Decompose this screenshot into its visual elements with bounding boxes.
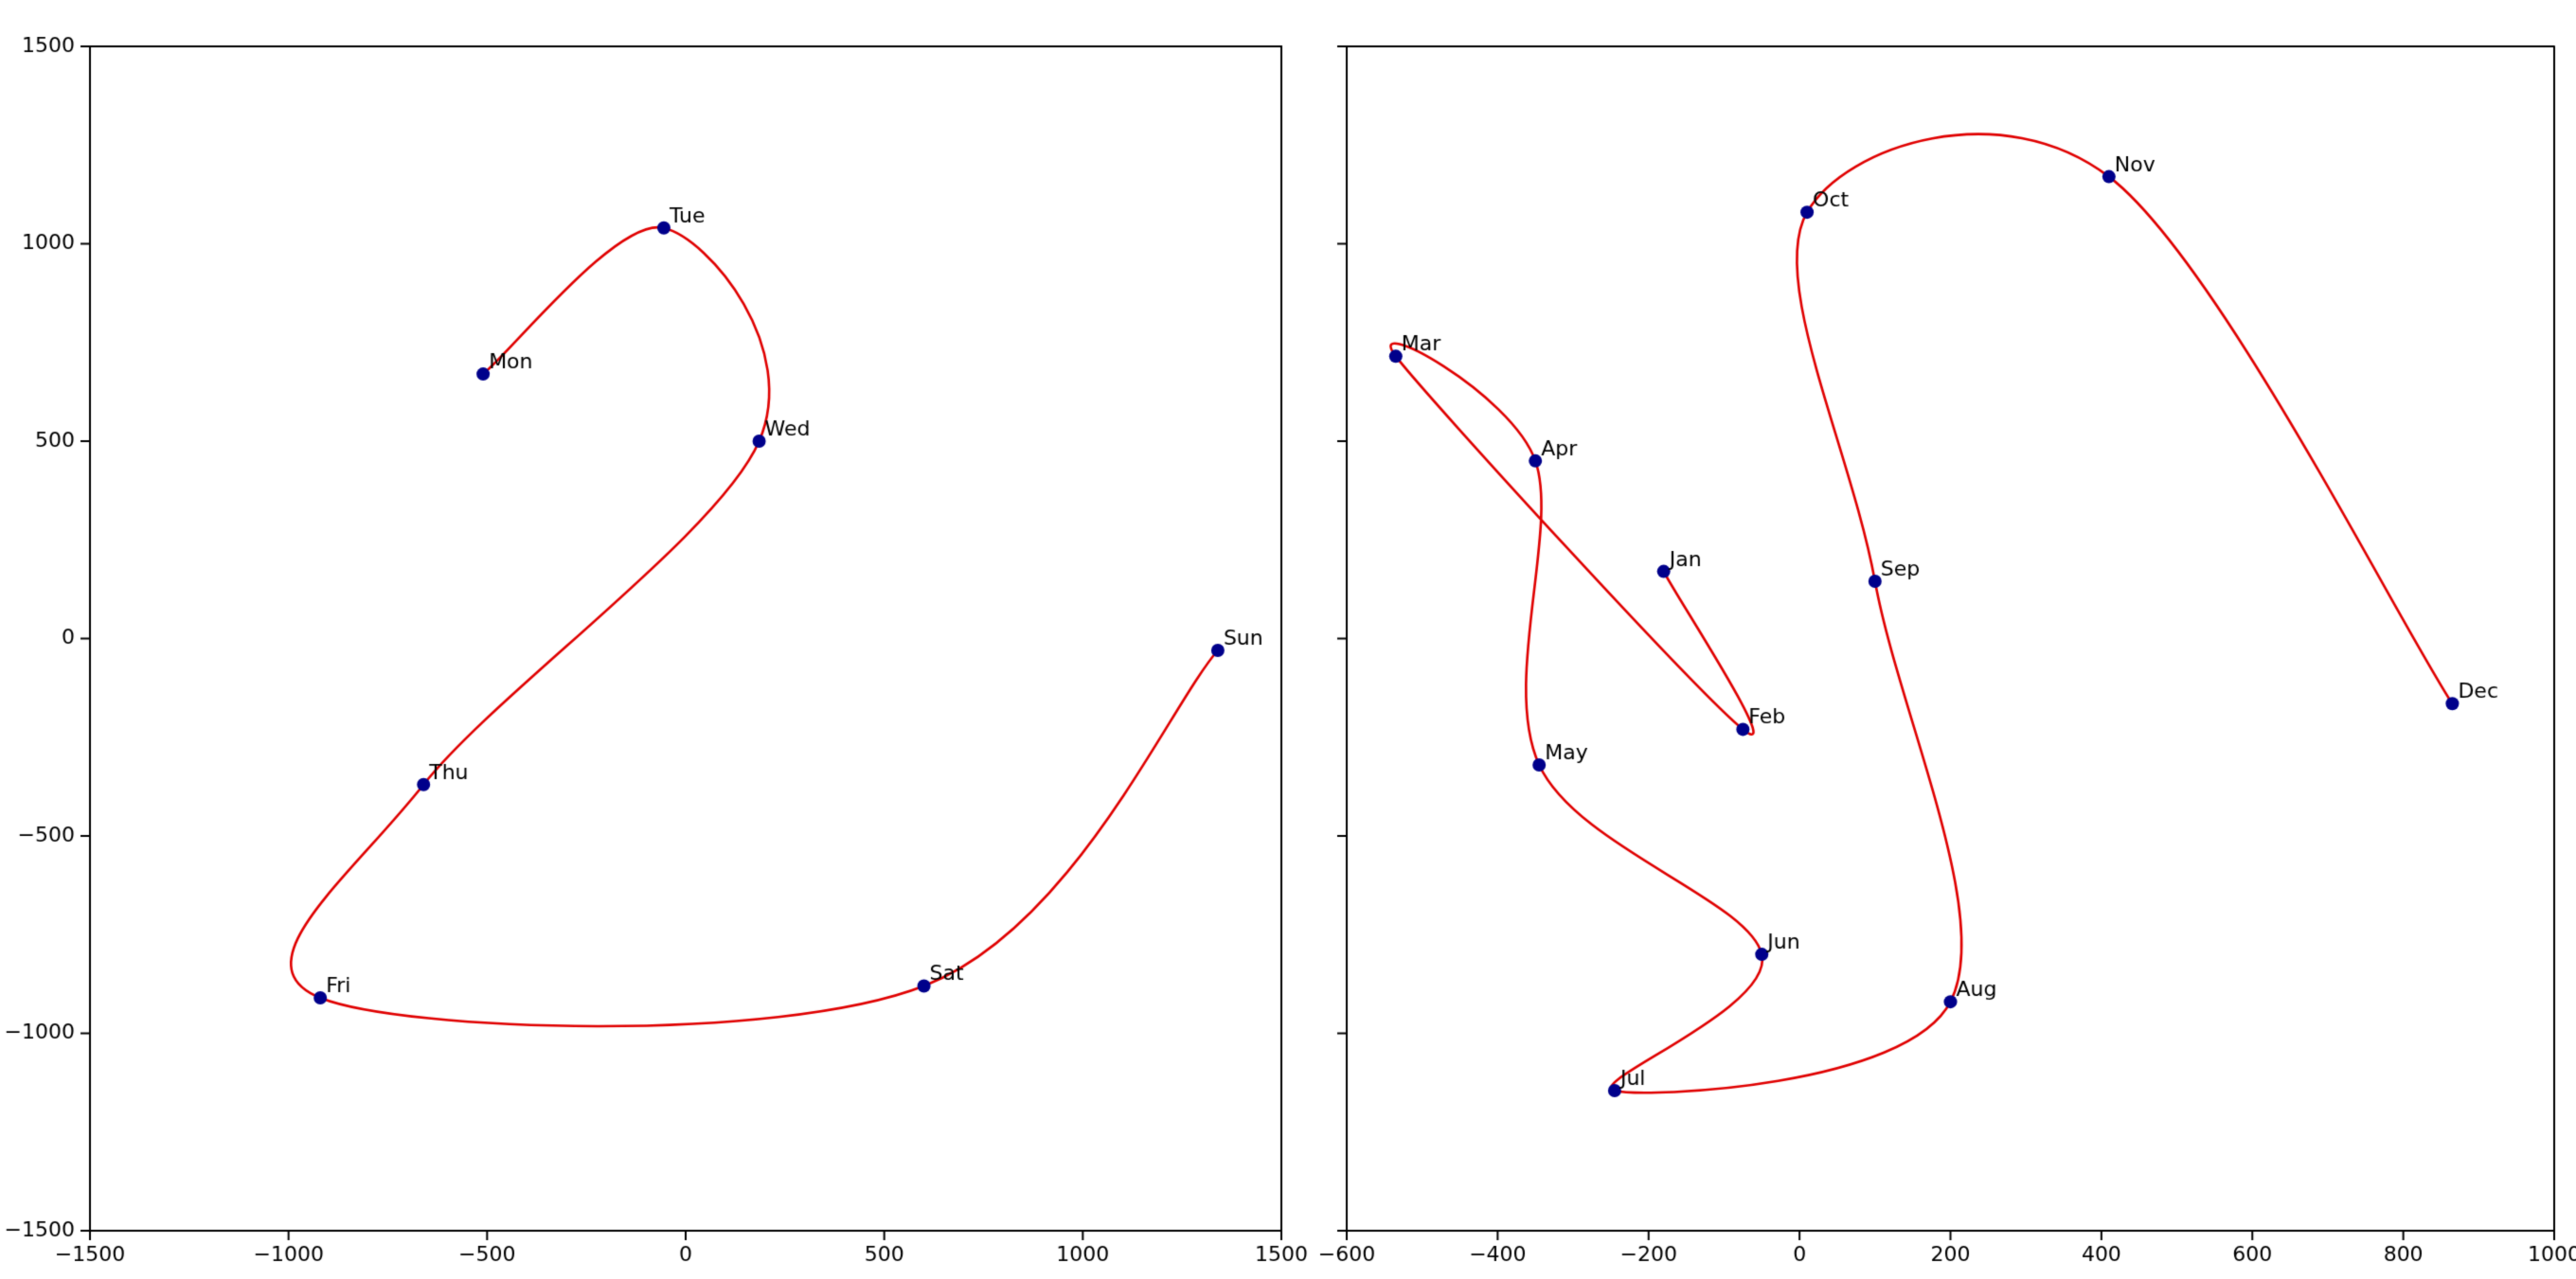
figure	[0, 0, 2576, 1279]
figure-canvas	[0, 0, 2576, 1279]
